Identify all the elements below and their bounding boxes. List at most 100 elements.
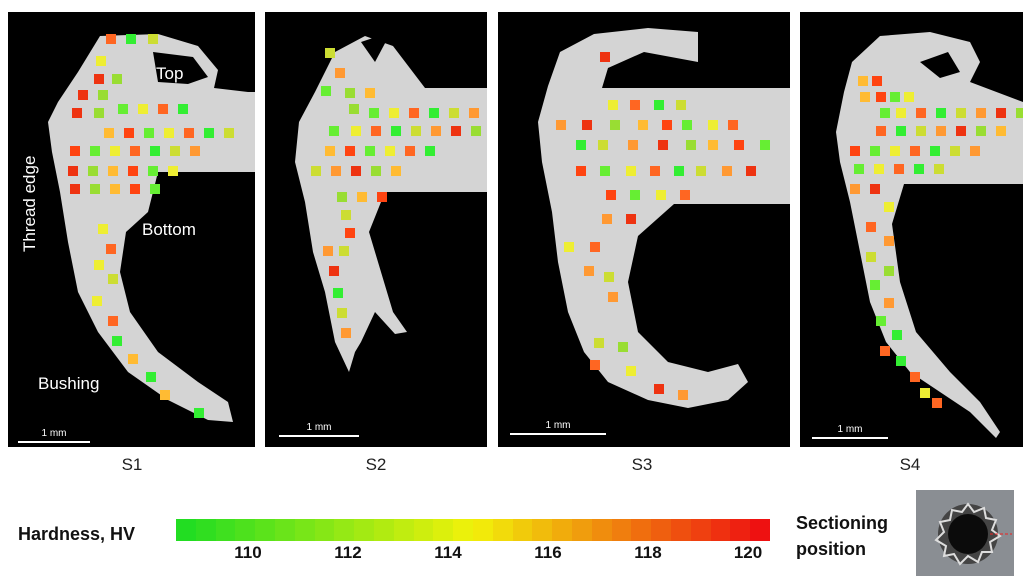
hardness-indent [970,146,980,156]
panel-label-s4: S4 [899,455,921,474]
hardness-indent [734,140,744,150]
hardness-indent [357,192,367,202]
hardness-indent [932,398,942,408]
hardness-indent [884,298,894,308]
hardness-indent [391,166,401,176]
hardness-indent [337,308,347,318]
legend-tick: 116 [534,543,562,562]
hardness-indent [606,190,616,200]
hardness-indent [564,242,574,252]
colorbar-segment [492,519,513,541]
hardness-indent [628,140,638,150]
hardness-indent [682,120,692,130]
hardness-indent [146,372,156,382]
hardness-indent [341,210,351,220]
hardness-indent [96,56,106,66]
hardness-indent [884,266,894,276]
colorbar-segment [552,519,572,541]
hardness-indent [680,190,690,200]
hardness-indent [866,252,876,262]
hardness-indent [469,108,479,118]
hardness-indent [70,184,80,194]
hardness-indent [876,316,886,326]
hardness-indent [556,120,566,130]
hardness-indent [708,140,718,150]
sectioning-position-image [916,490,1014,576]
hardness-indent [996,126,1006,136]
colorbar-segment [255,519,275,541]
hardness-indent [92,296,102,306]
hardness-indent [870,184,880,194]
micrograph-panel-s1: Top Bottom Bushing Thread edge 1 mm [8,12,255,447]
hardness-indent [337,192,347,202]
hardness-indent [158,104,168,114]
hardness-indent [996,108,1006,118]
hardness-indent [190,146,200,156]
colorbar-segment [611,519,632,541]
panel-label-s2: S2 [365,455,387,474]
hardness-indent [630,190,640,200]
hardness-indent [610,120,620,130]
colorbar-segment [314,519,335,541]
hardness-indent [914,164,924,174]
sectioning-line1: Sectioning [796,513,889,533]
hardness-indent [936,126,946,136]
hardness-indent [626,166,636,176]
hardness-indent [90,184,100,194]
hardness-indent [160,390,170,400]
colorbar-segment [631,519,652,541]
hardness-indent [471,126,481,136]
colorbar-segment [710,519,731,541]
hardness-indent [345,146,355,156]
hardness-indent [451,126,461,136]
hardness-indent [118,104,128,114]
hardness-indent [976,108,986,118]
hardness-indent [618,342,628,352]
hardness-indent [405,146,415,156]
hardness-indent [112,336,122,346]
panel-label-s3: S3 [631,455,653,474]
hardness-indent [590,242,600,252]
hardness-indent [178,104,188,114]
hardness-indent [872,76,882,86]
hardness-indent [329,126,339,136]
hardness-indent [148,34,158,44]
sectioning-label: Sectioning position [796,510,888,562]
hardness-indent [860,92,870,102]
hardness-indent [104,128,114,138]
hardness-indent [110,146,120,156]
hardness-indent [920,388,930,398]
colorbar-segment [750,519,770,541]
hardness-indent [696,166,706,176]
scale-bar-s2: 1 mm [279,422,359,437]
colorbar-segment [571,519,592,541]
scale-label: 1 mm [41,428,67,439]
hardness-indent [128,166,138,176]
hardness-indent [108,274,118,284]
hardness-indent [870,280,880,290]
specimen-s2 [295,32,487,372]
hardness-indent [576,166,586,176]
hardness-indent [365,88,375,98]
hardness-indent [930,146,940,156]
hardness-indent [94,74,104,84]
hardness-indent [331,166,341,176]
annotation-bushing: Bushing [38,374,100,393]
hardness-indent [858,76,868,86]
annotation-thread-edge: Thread edge [20,155,39,252]
scale-label: 1 mm [306,422,332,433]
specimen-s1 [48,34,255,422]
legend-tick: 120 [733,543,763,562]
hardness-indent [760,140,770,150]
hardness-indent [425,146,435,156]
hardness-indent [884,236,894,246]
hardness-indent [894,164,904,174]
hardness-indent [72,108,82,118]
hardness-indent [890,146,900,156]
specimen-s3 [538,28,790,408]
legend-tick: 114 [434,543,462,562]
hardness-indent [934,164,944,174]
micrograph-panel-s4: 1 mm [800,12,1023,447]
hardness-indent [148,166,158,176]
colorbar-segment [651,519,671,541]
